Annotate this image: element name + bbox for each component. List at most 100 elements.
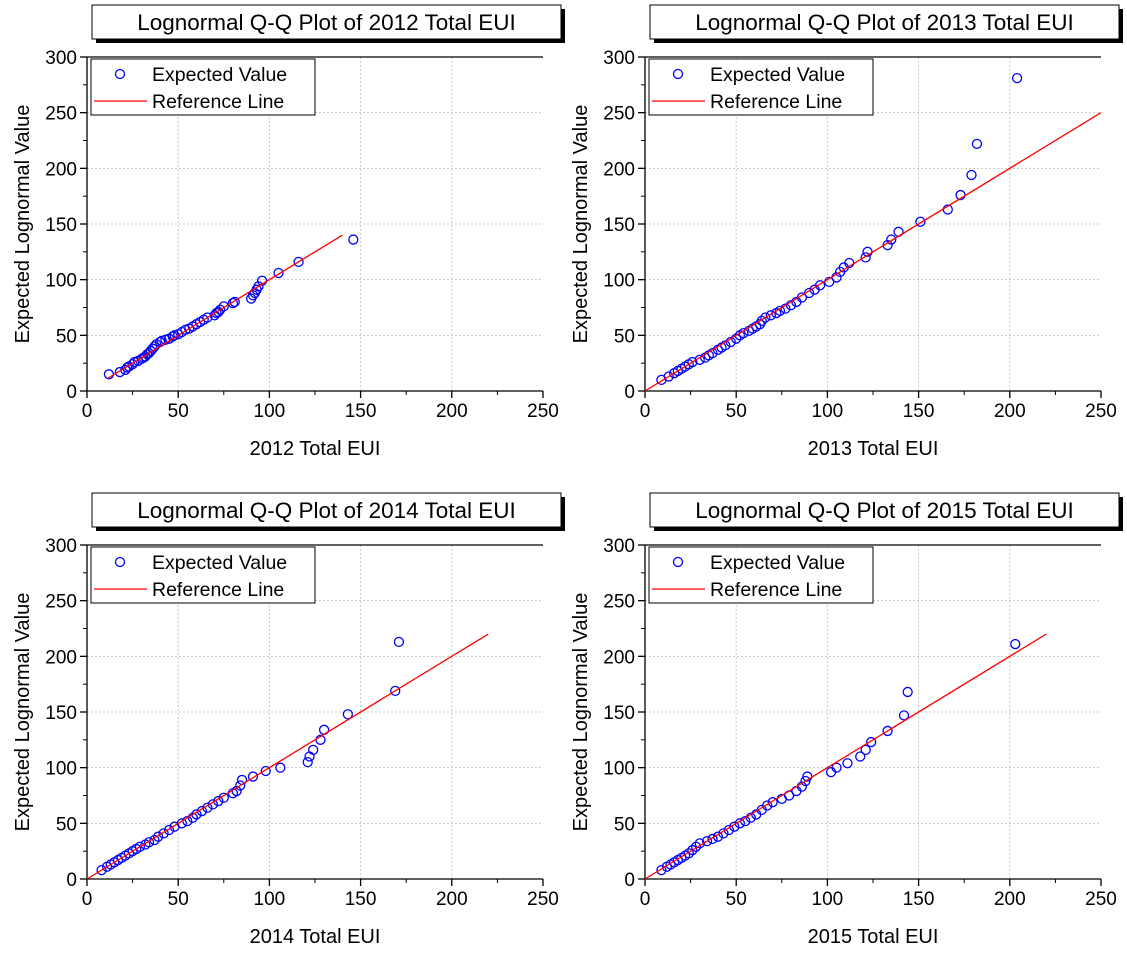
title-box — [91, 4, 562, 40]
data-point — [1011, 73, 1023, 84]
data-point — [390, 685, 401, 696]
y-tick-label: 200 — [603, 647, 635, 668]
data-point — [218, 301, 229, 312]
legend-marker-expected — [114, 68, 126, 80]
title-box — [649, 4, 1120, 40]
data-point — [915, 216, 926, 227]
y-tick-label: 200 — [45, 647, 77, 668]
data-point — [966, 169, 977, 181]
data-point — [687, 844, 698, 856]
title-box — [649, 492, 1120, 528]
data-point — [690, 841, 702, 852]
x-tick-label: 200 — [994, 401, 1026, 422]
reference-line — [644, 112, 1102, 392]
x-tick-label: 250 — [1085, 401, 1117, 422]
x-tick-label: 50 — [168, 401, 189, 422]
chart-panel-2: 0 50 100 150 200 250 0 50 100 150 200 250 300 2013 To… — [570, 4, 1123, 460]
data-point — [687, 356, 698, 368]
y-tick-label: 100 — [603, 271, 635, 292]
data-point — [302, 756, 313, 768]
legend-label-reference: Reference Line — [710, 91, 842, 113]
data-point — [348, 234, 359, 245]
data-point — [860, 252, 871, 263]
y-tick-label: 50 — [56, 814, 77, 835]
data-point — [127, 359, 138, 370]
x-axis-title: 2012 Total EUI — [250, 438, 381, 460]
x-tick-label: 100 — [254, 889, 286, 910]
data-point — [211, 307, 222, 319]
reference-line — [644, 633, 1047, 880]
data-point — [235, 780, 246, 791]
reference-line — [86, 633, 489, 880]
y-tick-label: 50 — [614, 814, 635, 835]
x-tick-label: 100 — [812, 889, 844, 910]
y-tick-label: 250 — [45, 104, 77, 125]
y-tick-label: 300 — [45, 536, 77, 557]
data-point — [140, 351, 151, 362]
data-point — [760, 312, 771, 323]
legend-box — [90, 58, 316, 116]
y-tick-label: 100 — [45, 271, 77, 292]
y-tick-label: 150 — [603, 215, 635, 236]
data-point — [247, 771, 259, 782]
x-tick-label: 50 — [168, 889, 189, 910]
legend-box — [90, 546, 316, 604]
data-point — [656, 864, 667, 876]
data-point — [260, 765, 271, 777]
x-tick-label: 150 — [903, 889, 935, 910]
legend-box — [648, 58, 874, 116]
data-point — [886, 234, 897, 245]
chart-panel-3: 0 50 100 150 200 250 0 50 100 150 200 250 300 2014 To… — [12, 492, 565, 948]
data-point — [158, 828, 169, 839]
legend-label-expected: Expected Value — [152, 64, 287, 86]
data-point — [273, 267, 284, 279]
data-point — [121, 362, 133, 373]
legend-label-expected: Expected Value — [710, 64, 845, 86]
x-tick-label: 200 — [436, 401, 468, 422]
data-point — [342, 709, 353, 720]
chart-title: Lognormal Q-Q Plot of 2015 Total EUI — [695, 498, 1074, 523]
reference-line — [106, 234, 343, 380]
x-tick-label: 100 — [812, 401, 844, 422]
data-point — [756, 315, 767, 327]
x-tick-label: 150 — [345, 401, 377, 422]
legend-box — [648, 546, 874, 604]
y-tick-label: 50 — [56, 326, 77, 347]
data-point — [253, 281, 264, 292]
x-tick-label: 250 — [1085, 889, 1117, 910]
legend-label-expected: Expected Value — [710, 552, 845, 574]
data-point — [701, 835, 713, 847]
data-point — [308, 744, 319, 756]
data-point — [275, 762, 286, 773]
data-point — [814, 280, 826, 291]
data-point — [855, 751, 866, 762]
y-axis-title: Expected Lognormal Value — [12, 593, 34, 832]
x-tick-label: 0 — [82, 889, 93, 910]
x-tick-label: 250 — [527, 401, 559, 422]
x-tick-label: 50 — [726, 401, 747, 422]
x-tick-label: 50 — [726, 889, 747, 910]
data-point — [707, 833, 718, 845]
data-point — [152, 831, 164, 842]
x-tick-label: 200 — [436, 889, 468, 910]
y-tick-label: 300 — [603, 48, 635, 69]
data-point — [96, 864, 107, 876]
data-point — [143, 837, 155, 848]
y-tick-label: 100 — [603, 759, 635, 780]
y-axis-title: Expected Lognormal Value — [570, 105, 592, 344]
y-tick-label: 50 — [614, 326, 635, 347]
data-point — [800, 775, 811, 787]
y-tick-label: 100 — [45, 759, 77, 780]
y-axis-title: Expected Lognormal Value — [570, 593, 592, 832]
data-point — [142, 349, 153, 360]
data-point — [393, 636, 405, 648]
data-point — [882, 725, 893, 737]
data-point — [202, 312, 213, 323]
y-tick-label: 150 — [45, 703, 77, 724]
x-tick-label: 0 — [640, 889, 651, 910]
y-tick-label: 0 — [66, 870, 77, 891]
x-tick-label: 250 — [527, 889, 559, 910]
chart-title: Lognormal Q-Q Plot of 2012 Total EUI — [137, 10, 516, 35]
data-point — [215, 304, 226, 315]
